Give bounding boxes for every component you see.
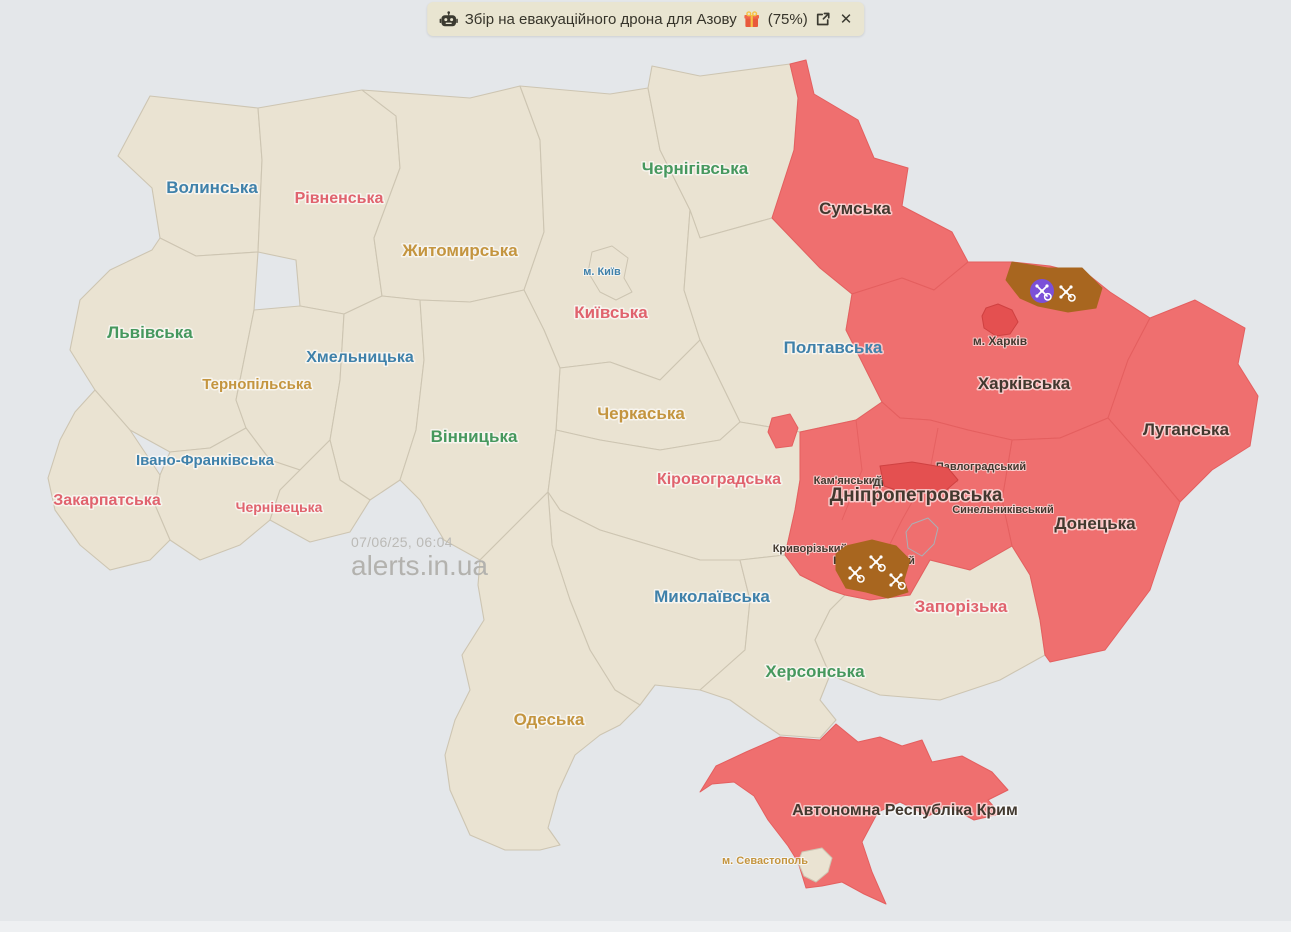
region-chernivetska[interactable]	[269, 439, 371, 543]
label-region-kirovohradska: Кіровоградська	[657, 471, 781, 488]
label-region-vinnytska: Вінницька	[431, 427, 518, 446]
label-region-kyivska: Київська	[574, 303, 648, 322]
region-krym[interactable]	[699, 723, 1009, 905]
label-region-rivnenska: Рівненська	[295, 190, 384, 207]
label-region-odeska: Одеська	[514, 710, 585, 729]
label-region-zakarpatska: Закарпатська	[53, 492, 161, 509]
district-zaporizhzhia-city-outline[interactable]	[905, 517, 939, 557]
drone-icon	[848, 566, 865, 583]
district-kharkiv-border-drone-district[interactable]	[1005, 261, 1103, 313]
label-region-khmelnytska: Хмельницька	[306, 349, 414, 366]
fundraiser-banner[interactable]: Збір на евакуаційного дрона для Азову (7…	[426, 2, 865, 36]
label-city-kyiv: м. Київ	[583, 266, 621, 278]
district-kyiv-city-area[interactable]	[587, 245, 633, 301]
region-luhanska[interactable]	[1107, 299, 1259, 503]
label-region-zaporizka: Запорізька	[915, 597, 1008, 616]
district-dnipro-nw-patch[interactable]	[767, 413, 799, 449]
label-region-sumska: Сумська	[819, 199, 891, 218]
district-sevastopol-area[interactable]	[797, 847, 833, 883]
drone-icon	[1059, 285, 1076, 302]
drone-icon	[869, 555, 886, 572]
label-region-lvivska: Львівська	[107, 323, 193, 342]
drone-icon	[889, 573, 906, 590]
bottom-bar	[0, 921, 1291, 932]
label-city-sevastopol: м. Севастополь	[722, 855, 808, 867]
label-city-kharkiv: м. Харків	[973, 334, 1027, 348]
raion-border-line-0	[841, 419, 863, 521]
banner-progress: (75%)	[767, 10, 808, 28]
label-raion-synelnykivskyi: Синельниківський	[952, 504, 1054, 516]
region-zakarpatska[interactable]	[47, 389, 171, 571]
label-region-zhytomyrska: Житомирська	[401, 241, 518, 260]
close-banner-button[interactable]: ✕	[839, 11, 853, 28]
external-link-icon[interactable]	[815, 12, 830, 27]
label-region-volynska: Волинська	[166, 178, 258, 197]
label-region-krym: Автономна Республіка Крим	[792, 802, 1018, 819]
label-raion-kamianskyi: Кам'янський	[814, 475, 883, 487]
label-region-ivano-frankivska: Івано-Франківська	[136, 452, 275, 469]
label-region-khersonska: Херсонська	[765, 662, 865, 681]
label-region-donetska: Донецька	[1054, 514, 1136, 533]
district-kharkiv-city-district[interactable]	[981, 303, 1019, 337]
label-region-chernivetska: Чернівецька	[236, 499, 323, 515]
label-raion-pavlohradskyi: Павлоградський	[936, 461, 1026, 473]
drone-icon	[1035, 284, 1052, 301]
label-region-mykolaivska: Миколаївська	[654, 587, 770, 606]
label-region-dnipropetrovska: Дніпропетровська	[830, 485, 1003, 506]
region-odeska[interactable]	[444, 491, 641, 851]
label-region-ternopilska: Тернопільська	[202, 376, 312, 393]
gift-icon	[744, 10, 761, 28]
region-donetska[interactable]	[1001, 417, 1181, 663]
label-region-kharkivska: Харківська	[978, 374, 1071, 393]
label-region-poltavska: Полтавська	[784, 338, 883, 357]
label-raion-kryvorizkyi: Криворізький	[773, 543, 848, 555]
bot-icon	[439, 11, 458, 27]
label-region-luhanska: Луганська	[1143, 420, 1230, 439]
banner-text: Збір на евакуаційного дрона для Азову	[464, 10, 737, 28]
label-region-cherkaska: Черкаська	[597, 404, 685, 423]
label-region-chernihivska: Чернігівська	[642, 159, 749, 178]
district-dniprovskyi-strike-district[interactable]	[879, 461, 959, 495]
